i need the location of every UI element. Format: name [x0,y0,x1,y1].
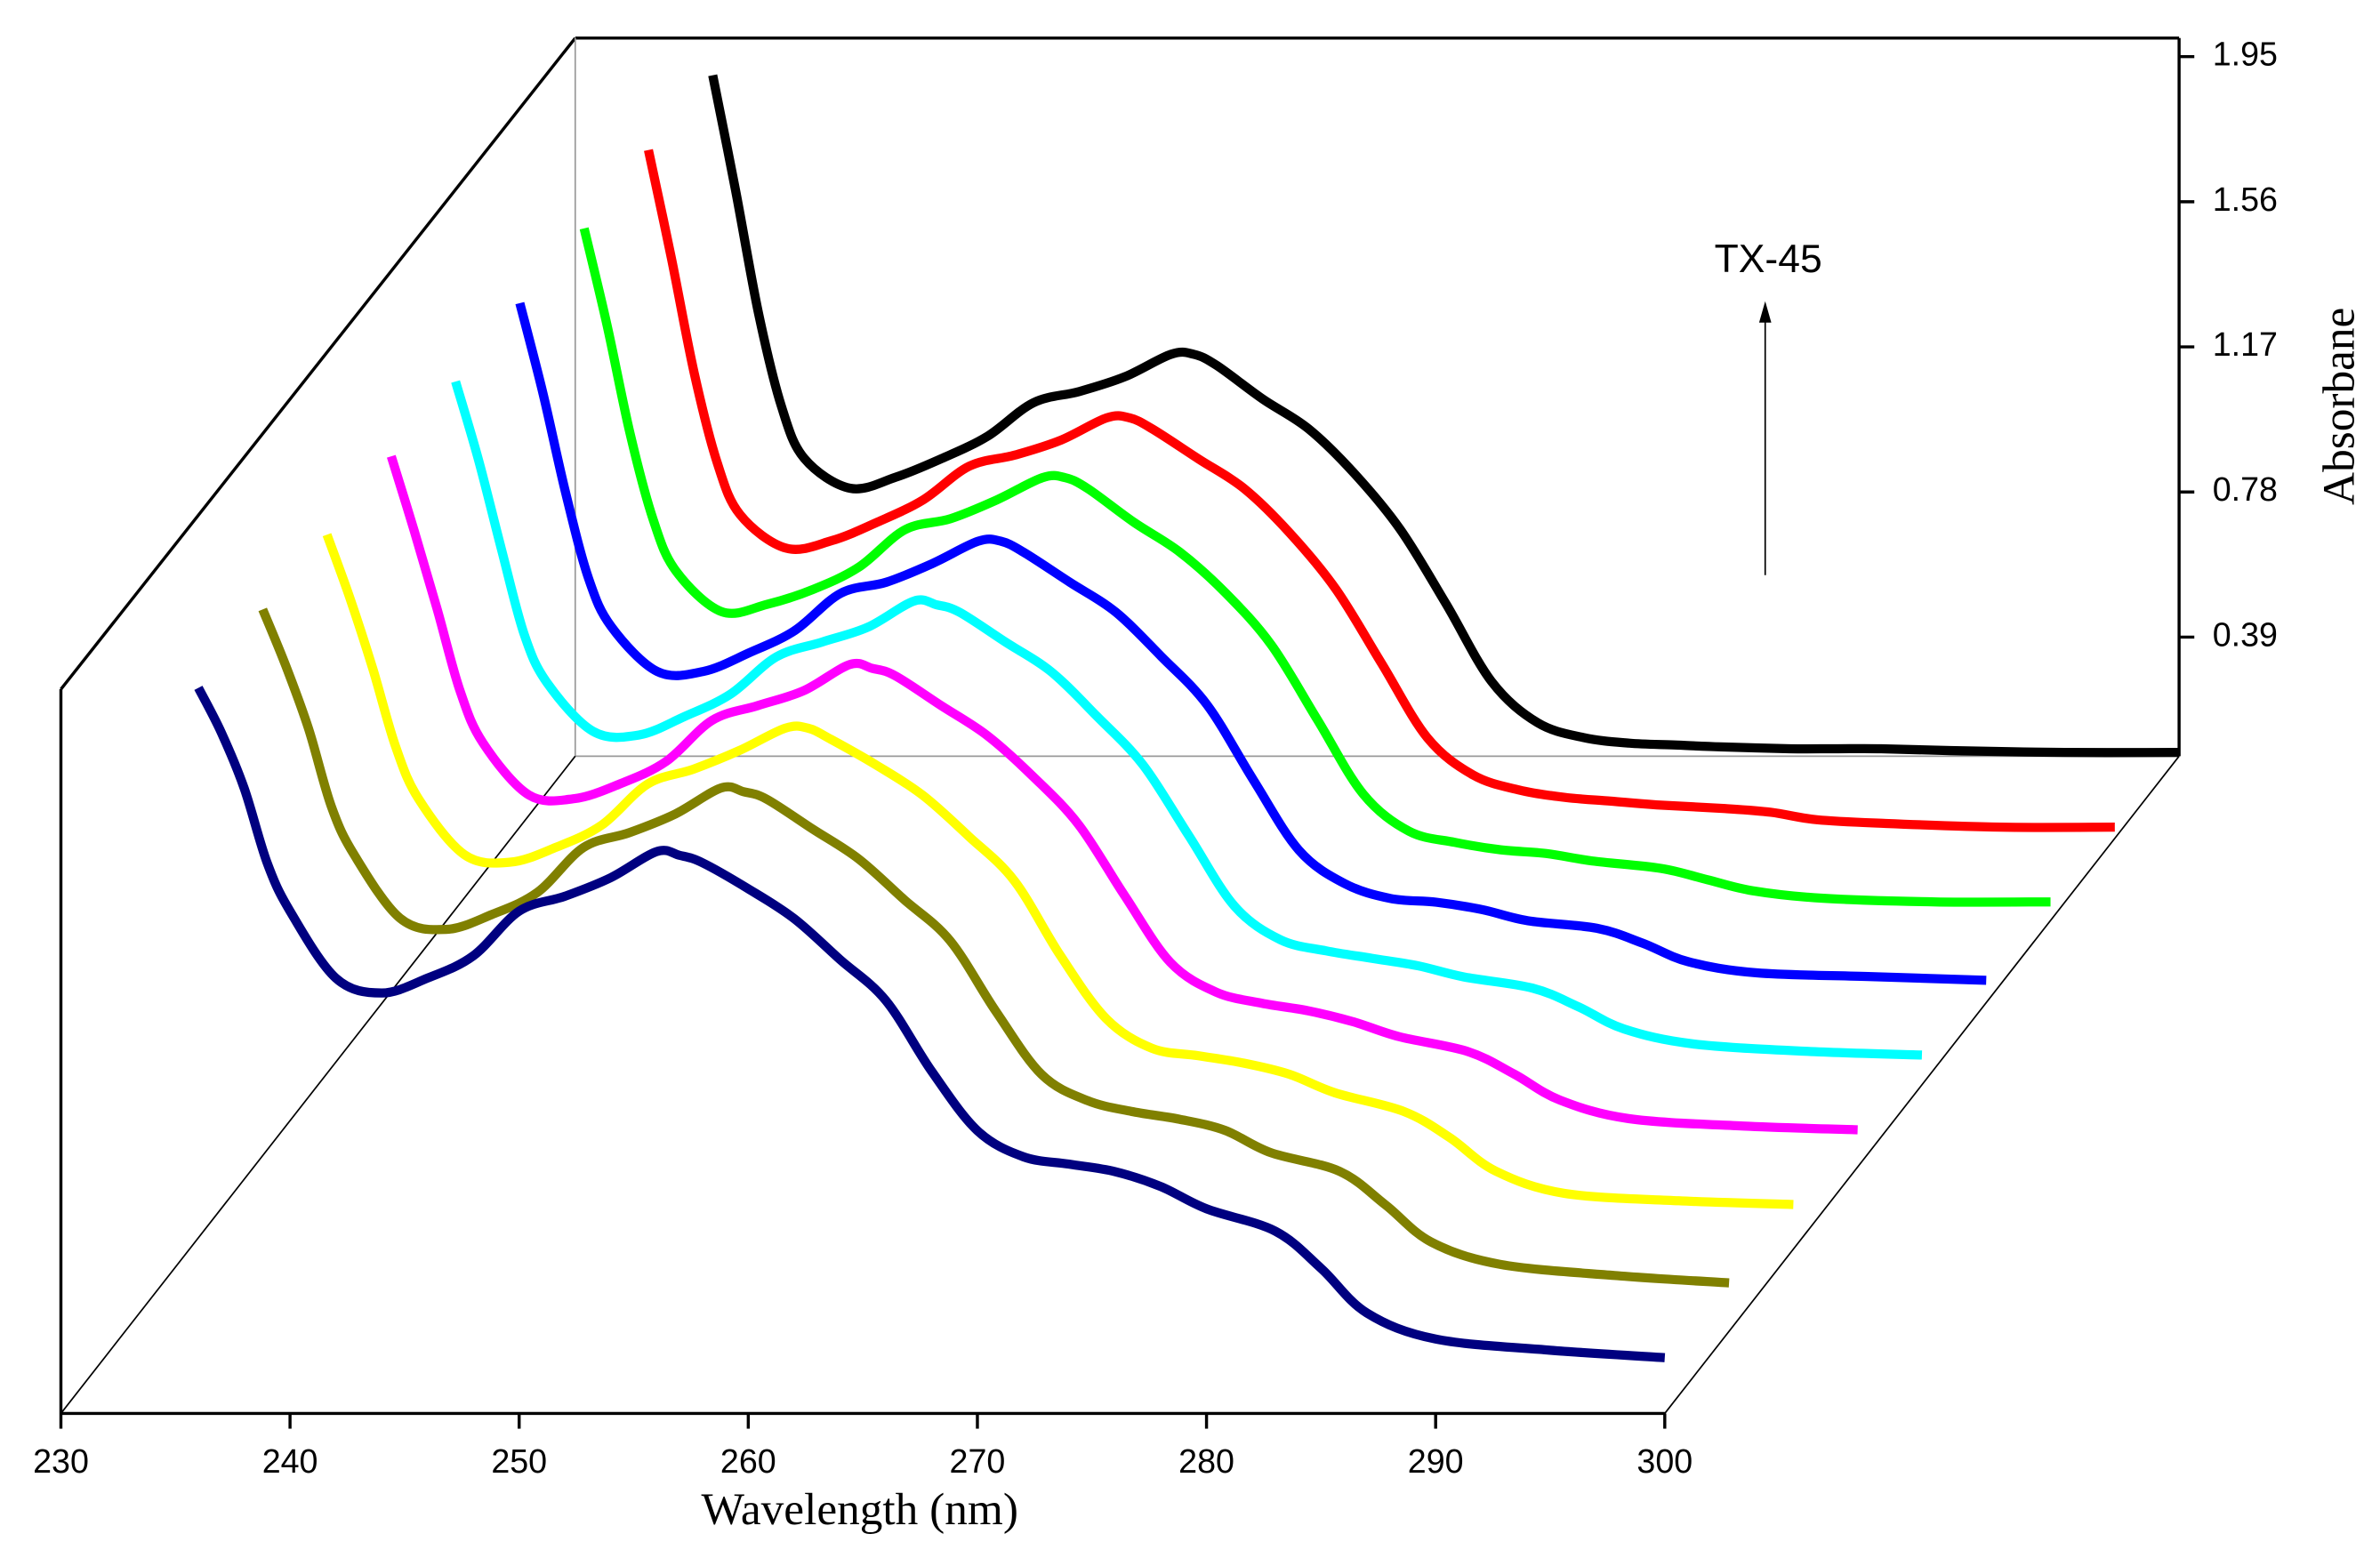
frame [59,36,2181,1416]
x-tick-label: 270 [950,1442,1006,1480]
x-axis-label: Wavelength (nm) [702,1484,1018,1535]
series-line [194,686,1666,1362]
series-line [644,149,2115,832]
series-line [579,227,2051,907]
series-line [451,380,1923,1060]
series-line [515,301,1987,985]
annotation-arrowhead [1758,301,1772,323]
frame-edge [60,755,576,1414]
x-tick-label: 290 [1408,1442,1464,1480]
y-tick-label: 1.17 [2213,325,2278,363]
series-line [708,74,2180,758]
series-line [387,454,1858,1135]
y-tick-label: 1.56 [2213,181,2278,218]
x-tick-label: 240 [262,1442,318,1480]
y-tick-label: 1.95 [2213,36,2278,73]
y-tick-label: 0.78 [2213,470,2278,508]
y-tick-label: 0.39 [2213,615,2278,653]
x-tick-label: 300 [1636,1442,1693,1480]
series-line [322,533,1794,1209]
frame-edge [1664,755,2180,1414]
x-tick-label: 260 [720,1442,776,1480]
series-line [258,607,1730,1288]
x-tick-label: 230 [33,1442,89,1480]
y-axis-label: Absorbane [2314,308,2365,505]
annotation: TX-45 [1715,237,1822,281]
frame-edge [60,36,577,691]
x-tick-label: 250 [491,1442,547,1480]
x-tick-label: 280 [1178,1442,1234,1480]
